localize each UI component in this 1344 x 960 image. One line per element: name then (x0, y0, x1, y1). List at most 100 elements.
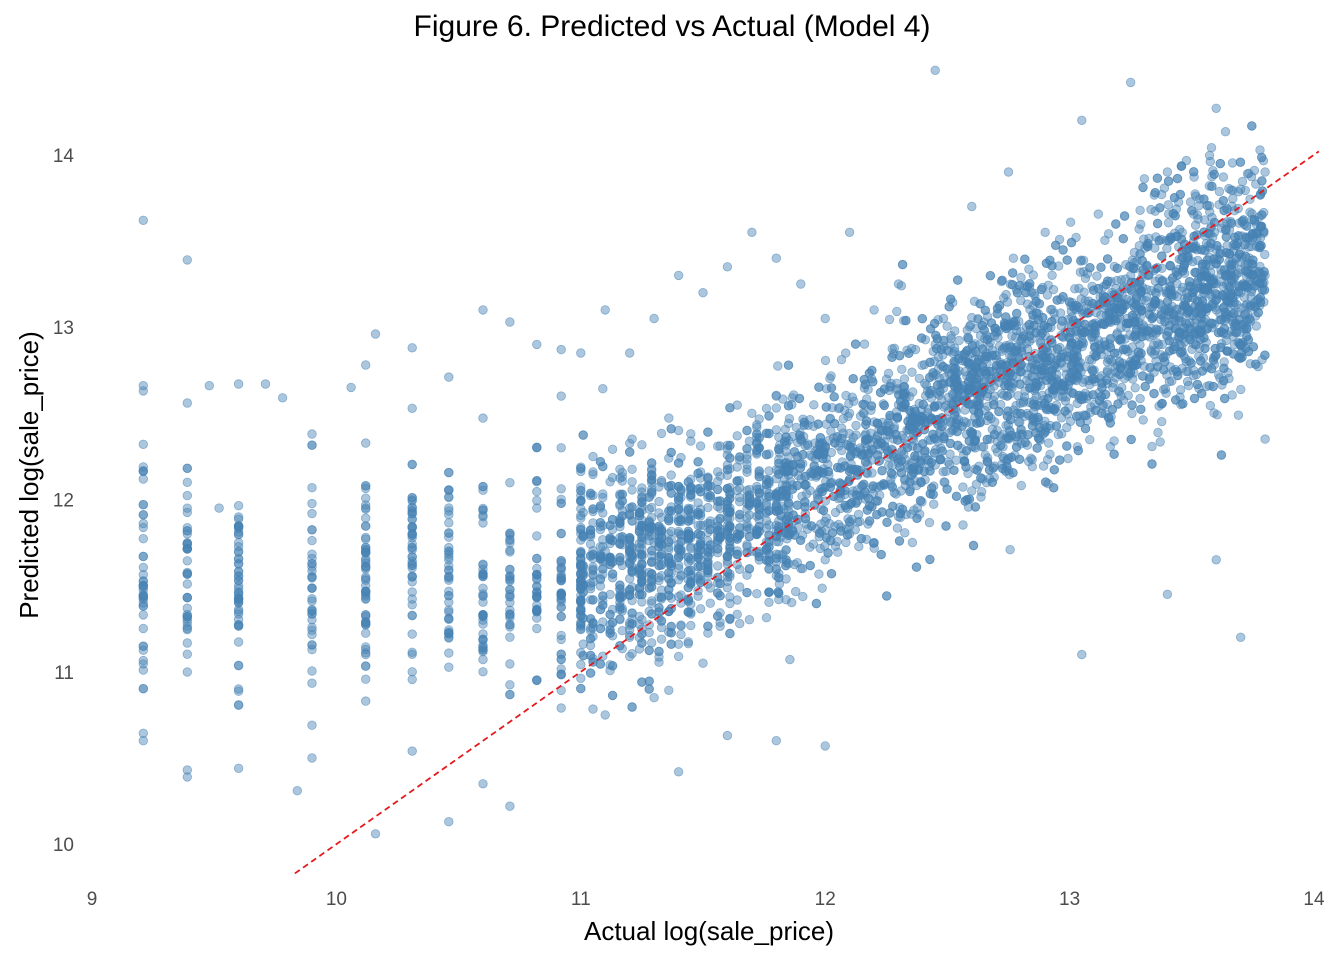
data-point (785, 654, 795, 665)
data-point (1216, 450, 1227, 460)
data-point (361, 628, 371, 638)
data-point (605, 556, 615, 567)
data-point (1216, 339, 1227, 349)
data-point (1120, 300, 1131, 311)
data-point (695, 604, 706, 614)
data-point (138, 591, 149, 602)
data-point (686, 429, 696, 439)
data-point (962, 325, 972, 335)
data-point (894, 536, 905, 546)
data-point (877, 466, 887, 476)
data-point (578, 530, 588, 541)
data-point (233, 686, 244, 696)
data-point (942, 321, 952, 331)
data-point (627, 702, 637, 712)
data-point (361, 644, 371, 655)
data-point (826, 447, 837, 458)
data-point (1249, 215, 1259, 225)
data-point (897, 364, 907, 375)
data-point (654, 575, 664, 586)
data-point (1018, 398, 1029, 408)
data-point (1257, 176, 1267, 186)
data-point (444, 613, 454, 624)
data-point (1043, 438, 1054, 448)
data-point (1162, 243, 1172, 254)
data-point (182, 592, 193, 603)
data-point (505, 545, 515, 556)
data-point (676, 629, 686, 640)
data-point (695, 520, 706, 531)
data-point (1093, 209, 1104, 219)
data-point (666, 447, 676, 458)
data-point (879, 384, 890, 394)
data-point (647, 458, 657, 468)
data-point (925, 357, 935, 368)
data-point (881, 374, 892, 384)
data-point (761, 450, 772, 460)
data-point (361, 674, 371, 684)
data-point (182, 638, 193, 648)
data-point (307, 440, 317, 450)
data-point (1244, 314, 1255, 324)
data-point (1027, 371, 1037, 382)
data-point (607, 617, 618, 628)
data-point (607, 444, 618, 455)
data-point (848, 374, 858, 384)
data-point (407, 647, 417, 658)
data-point (576, 683, 586, 694)
data-point (1251, 321, 1262, 331)
data-point (1163, 218, 1174, 228)
data-point (1235, 157, 1246, 167)
data-point (887, 344, 897, 354)
data-point (752, 589, 762, 599)
data-point (1228, 331, 1238, 342)
data-point (1039, 365, 1049, 375)
data-point (444, 510, 454, 520)
data-point (233, 529, 244, 540)
data-point (361, 500, 371, 510)
data-point (735, 582, 745, 592)
data-point (505, 478, 515, 488)
data-point (779, 436, 790, 447)
data-point (664, 413, 674, 423)
data-point (1253, 307, 1264, 318)
data-point (735, 455, 745, 465)
data-point (1233, 410, 1244, 420)
data-point (1244, 168, 1254, 179)
data-point (1048, 284, 1059, 295)
data-point (1202, 200, 1212, 211)
data-point (605, 477, 615, 487)
data-point (1257, 210, 1267, 220)
data-point (1187, 205, 1197, 216)
data-point (1137, 332, 1147, 342)
data-point (999, 293, 1009, 303)
data-point (1260, 350, 1270, 360)
data-point (693, 484, 703, 494)
data-point (967, 429, 977, 439)
data-point (532, 623, 542, 634)
data-point (1042, 290, 1053, 300)
data-point (962, 495, 972, 505)
data-point (904, 348, 914, 359)
data-point (1227, 292, 1238, 303)
data-point (585, 488, 596, 499)
data-point (683, 607, 694, 617)
data-point (954, 335, 964, 346)
data-point (556, 344, 566, 355)
data-point (1096, 408, 1107, 418)
data-point (1102, 367, 1113, 377)
data-point (1244, 232, 1254, 243)
data-point (761, 403, 772, 414)
data-point (576, 495, 586, 506)
data-point (900, 528, 910, 538)
data-point (798, 591, 808, 602)
data-point (1012, 408, 1022, 419)
data-point (1177, 286, 1187, 296)
data-point (754, 414, 764, 424)
data-point (914, 373, 925, 384)
data-point (859, 339, 870, 349)
data-point (505, 571, 515, 581)
data-point (576, 463, 586, 474)
data-point (666, 621, 676, 632)
data-point (725, 628, 735, 639)
